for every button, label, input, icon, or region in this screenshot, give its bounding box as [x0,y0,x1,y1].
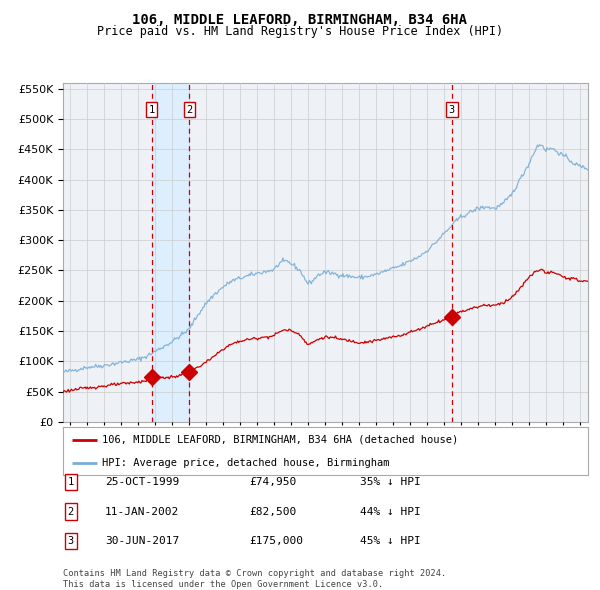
Text: £74,950: £74,950 [249,477,296,487]
Text: 3: 3 [68,536,74,546]
Text: 35% ↓ HPI: 35% ↓ HPI [360,477,421,487]
Text: 45% ↓ HPI: 45% ↓ HPI [360,536,421,546]
Text: Contains HM Land Registry data © Crown copyright and database right 2024.
This d: Contains HM Land Registry data © Crown c… [63,569,446,589]
Bar [152,83,189,422]
Text: 11-JAN-2002: 11-JAN-2002 [105,507,179,516]
Text: HPI: Average price, detached house, Birmingham: HPI: Average price, detached house, Birm… [103,458,390,468]
Text: 25-OCT-1999: 25-OCT-1999 [105,477,179,487]
Text: £175,000: £175,000 [249,536,303,546]
Text: 2: 2 [68,507,74,516]
Text: £82,500: £82,500 [249,507,296,516]
Text: 2: 2 [186,105,193,114]
Text: Price paid vs. HM Land Registry's House Price Index (HPI): Price paid vs. HM Land Registry's House … [97,25,503,38]
Text: 44% ↓ HPI: 44% ↓ HPI [360,507,421,516]
Text: 1: 1 [68,477,74,487]
Text: 30-JUN-2017: 30-JUN-2017 [105,536,179,546]
Text: 106, MIDDLE LEAFORD, BIRMINGHAM, B34 6HA (detached house): 106, MIDDLE LEAFORD, BIRMINGHAM, B34 6HA… [103,435,458,445]
Text: 3: 3 [449,105,455,114]
Text: 106, MIDDLE LEAFORD, BIRMINGHAM, B34 6HA: 106, MIDDLE LEAFORD, BIRMINGHAM, B34 6HA [133,13,467,27]
Text: 1: 1 [148,105,155,114]
